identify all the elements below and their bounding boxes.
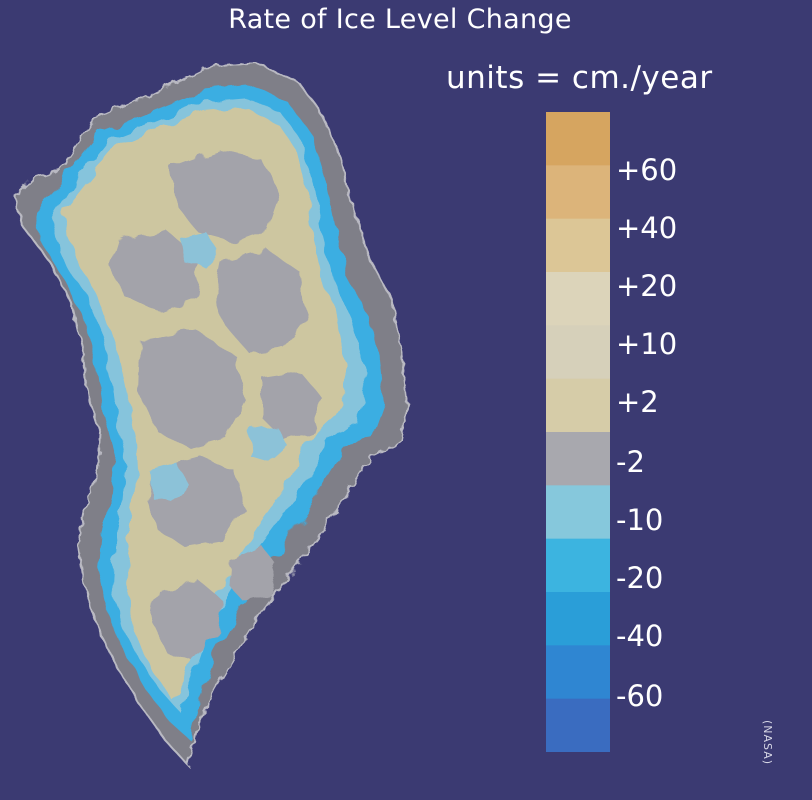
legend-swatch bbox=[546, 645, 610, 700]
legend-swatch bbox=[546, 485, 610, 540]
source-credit: (NASA) bbox=[761, 720, 774, 766]
legend-swatch bbox=[546, 165, 610, 220]
near-zero-change-zones bbox=[110, 150, 322, 660]
legend-swatch bbox=[546, 218, 610, 273]
legend-swatch bbox=[546, 112, 610, 166]
interior-thinning-patches bbox=[148, 232, 288, 502]
map-title: Rate of Ice Level Change bbox=[228, 4, 572, 35]
color-scale-legend bbox=[546, 112, 610, 752]
units-label: units = cm./year bbox=[446, 60, 713, 96]
legend-swatch bbox=[546, 378, 610, 433]
legend-swatch bbox=[546, 432, 610, 486]
legend-swatch bbox=[546, 272, 610, 326]
legend-swatch bbox=[546, 592, 610, 646]
legend-swatch bbox=[546, 325, 610, 380]
legend-swatch bbox=[546, 698, 610, 752]
legend-swatch bbox=[546, 538, 610, 593]
